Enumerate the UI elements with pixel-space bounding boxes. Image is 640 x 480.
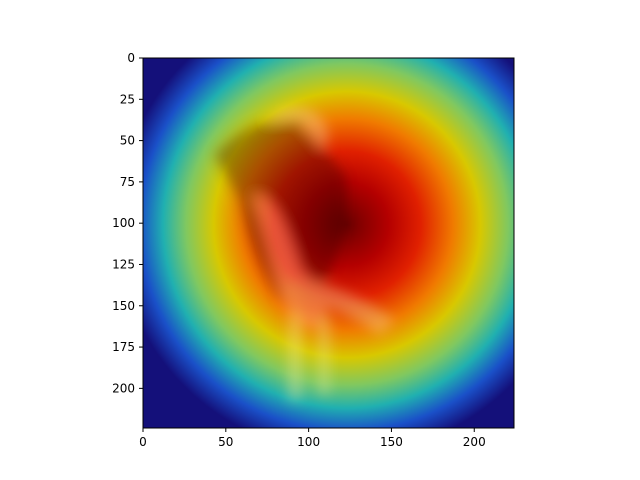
y-tick-label: 200	[112, 381, 135, 395]
y-tick-label: 100	[112, 216, 135, 230]
y-tick-label: 25	[120, 92, 135, 106]
y-axis: 0 25 50 75 100 125 150 175 200	[112, 51, 143, 395]
plot-area	[143, 58, 514, 428]
y-tick-label: 150	[112, 299, 135, 313]
y-tick-label: 75	[120, 175, 135, 189]
x-tick-label: 50	[218, 435, 233, 449]
x-tick-label: 200	[463, 435, 486, 449]
y-tick-label: 175	[112, 340, 135, 354]
y-tick-label: 125	[112, 257, 135, 271]
x-axis: 0 50 100 150 200	[139, 428, 486, 449]
x-tick-label: 0	[139, 435, 147, 449]
y-tick-label: 0	[127, 51, 135, 65]
x-tick-label: 150	[380, 435, 403, 449]
photo-overlay	[215, 107, 395, 400]
y-tick-label: 50	[120, 134, 135, 148]
plot-frame	[142, 57, 515, 429]
x-tick-label: 100	[297, 435, 320, 449]
